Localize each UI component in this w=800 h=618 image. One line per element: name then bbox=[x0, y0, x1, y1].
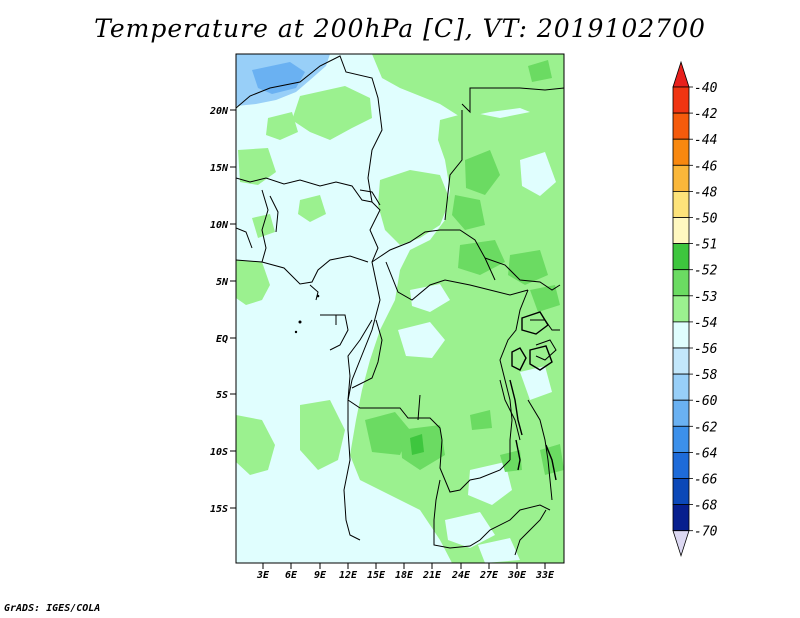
colorbar-label: -48 bbox=[694, 185, 718, 200]
islands bbox=[294, 294, 320, 334]
colorbar-bin bbox=[672, 217, 690, 245]
colorbar-label: -46 bbox=[694, 159, 718, 174]
colorbar-bin bbox=[672, 478, 690, 506]
latitude-axis: 20N 15N 10N 5N EQ 5S 10S 15S bbox=[209, 106, 236, 515]
longitude-axis: 3E 6E 9E 12E 15E 18E 21E 24E 27E 30E 33E bbox=[256, 563, 555, 581]
pale-cyan-holes bbox=[398, 152, 556, 563]
lat-label: 5S bbox=[216, 390, 228, 401]
colorbar-bottom-arrow bbox=[672, 530, 690, 558]
dark-green-area bbox=[410, 434, 424, 455]
colorbar-bin bbox=[672, 347, 690, 375]
colorbar-bin bbox=[672, 190, 690, 218]
colorbar-label: -68 bbox=[694, 499, 718, 514]
colorbar-top-arrow bbox=[672, 60, 690, 88]
colorbar-label: -42 bbox=[694, 107, 718, 122]
colorbar-bin bbox=[672, 295, 690, 323]
colorbar-label: -54 bbox=[694, 316, 717, 331]
lat-label: 20N bbox=[209, 106, 229, 117]
blue-area bbox=[252, 62, 305, 94]
colorbar-bin bbox=[672, 451, 690, 479]
lon-label: 18E bbox=[395, 570, 414, 581]
colorbar-label: -52 bbox=[694, 264, 718, 279]
colorbar-label: -44 bbox=[694, 133, 717, 148]
lon-label: 12E bbox=[339, 570, 358, 581]
lon-label: 24E bbox=[451, 570, 471, 581]
lon-label: 30E bbox=[507, 570, 527, 581]
lon-label: 9E bbox=[314, 570, 327, 581]
colorbar-label: -64 bbox=[694, 446, 717, 461]
colorbar-bin bbox=[672, 112, 690, 140]
colorbar-bin bbox=[672, 269, 690, 297]
lon-label: 15E bbox=[367, 570, 386, 581]
colorbar-bin bbox=[672, 399, 690, 427]
lon-label: 27E bbox=[479, 570, 499, 581]
lon-label: 21E bbox=[422, 570, 442, 581]
lat-label: 15N bbox=[210, 163, 229, 174]
lat-label: 5N bbox=[216, 277, 229, 288]
colorbar-label: -62 bbox=[694, 420, 718, 435]
medium-green-areas bbox=[365, 60, 564, 475]
colorbar-label: -66 bbox=[694, 473, 718, 488]
lat-label: 15S bbox=[210, 504, 228, 515]
lon-label: 6E bbox=[285, 570, 298, 581]
colorbar: -40 -42 -44 -46 -48 -50 -51 -52 -53 -54 -56 -58 -60 -… bbox=[672, 60, 718, 558]
colorbar-bin bbox=[672, 243, 690, 271]
lat-label: EQ bbox=[216, 334, 228, 345]
colorbar-label: -70 bbox=[694, 525, 718, 540]
colorbar-bin bbox=[672, 86, 690, 114]
map-frame bbox=[235, 53, 565, 564]
colorbar-label: -51 bbox=[694, 238, 717, 253]
colorbar-label: -50 bbox=[694, 212, 718, 227]
colorbar-bin bbox=[672, 138, 690, 166]
colorbar-bin bbox=[672, 504, 690, 532]
colorbar-label: -60 bbox=[694, 394, 718, 409]
colorbar-label: -56 bbox=[694, 342, 718, 357]
colorbar-bin bbox=[672, 321, 690, 349]
colorbar-label: -53 bbox=[694, 290, 717, 305]
colorbar-label: -40 bbox=[694, 81, 718, 96]
lon-label: 33E bbox=[535, 570, 555, 581]
lon-label: 3E bbox=[256, 570, 270, 581]
colorbar-bin bbox=[672, 164, 690, 192]
colorbar-bin bbox=[672, 373, 690, 401]
lakes bbox=[509, 311, 557, 481]
grads-credit: GrADS: IGES/COLA bbox=[4, 603, 101, 614]
country-borders bbox=[236, 55, 564, 556]
lat-label: 10S bbox=[210, 447, 228, 458]
lat-label: 10N bbox=[210, 220, 229, 231]
colorbar-label: -58 bbox=[694, 368, 718, 383]
chart-title: Temperature at 200hPa [C], VT: 201910270… bbox=[94, 14, 706, 43]
colorbar-bin bbox=[672, 425, 690, 453]
temperature-field bbox=[236, 54, 564, 563]
